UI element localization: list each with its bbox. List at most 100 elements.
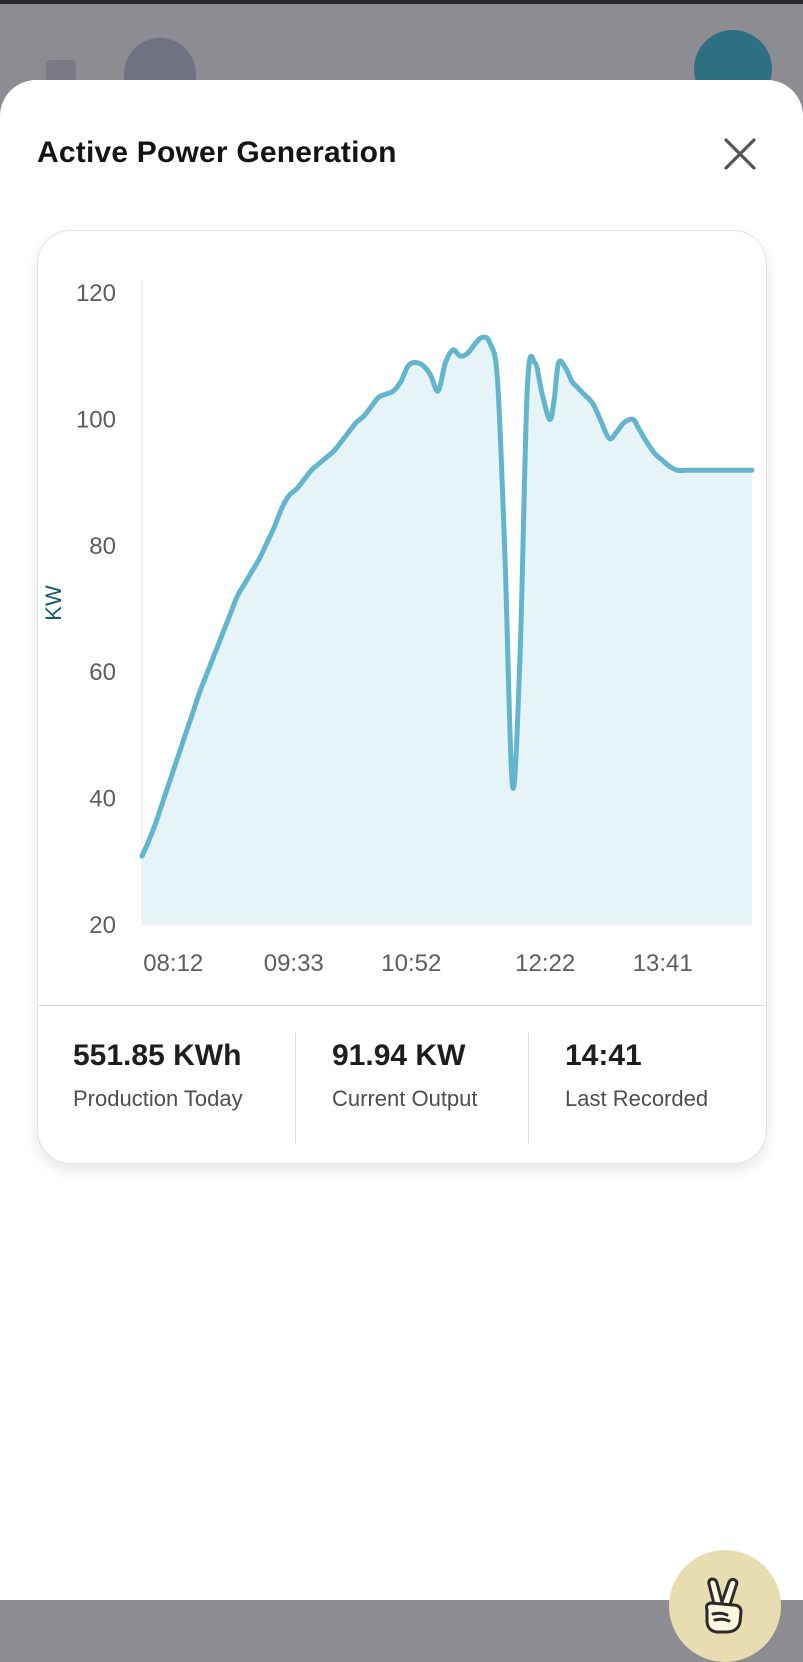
- data-point: [653, 452, 658, 457]
- data-point: [570, 379, 575, 384]
- data-point: [575, 385, 580, 390]
- stat-last-recorded: 14:41 Last Recorded: [565, 1039, 755, 1114]
- data-point: [242, 581, 247, 586]
- data-point: [556, 360, 561, 365]
- data-point: [339, 439, 344, 444]
- x-tick-label: 09:33: [264, 950, 324, 977]
- data-point: [331, 449, 336, 454]
- data-point: [183, 733, 188, 738]
- data-point: [668, 464, 673, 469]
- data-point: [346, 430, 351, 435]
- y-tick-label: 20: [89, 912, 116, 939]
- series-line: [139, 334, 755, 859]
- x-tick-label: 12:22: [515, 950, 575, 977]
- data-point: [622, 420, 627, 425]
- power-chart-card: 120 100 80 60 40 20 08:12 09:33 10:52 12:22 13:41…: [37, 230, 767, 1164]
- peace-hand-button[interactable]: [669, 1550, 781, 1662]
- data-point: [384, 392, 389, 397]
- y-tick-label: 120: [76, 280, 116, 307]
- data-point: [205, 670, 210, 675]
- stat-label: Current Output: [332, 1086, 478, 1111]
- close-button[interactable]: [718, 132, 762, 176]
- data-point: [675, 468, 680, 473]
- data-point: [473, 341, 478, 346]
- data-point: [480, 335, 485, 340]
- data-point: [317, 461, 322, 466]
- data-point: [436, 389, 441, 394]
- data-point: [696, 468, 701, 473]
- data-point: [458, 354, 463, 359]
- data-point: [324, 455, 329, 460]
- data-point: [413, 360, 418, 365]
- background-menu-icon: [46, 60, 76, 82]
- data-point: [361, 414, 366, 419]
- stats-divider: [38, 1005, 766, 1006]
- stat-value: 551.85 KWh: [73, 1039, 242, 1072]
- data-point: [540, 392, 545, 397]
- data-point: [488, 341, 493, 346]
- sheet-title: Active Power Generation: [37, 136, 397, 169]
- x-tick-label: 10:52: [381, 950, 441, 977]
- data-point: [153, 821, 158, 826]
- data-point: [146, 840, 151, 845]
- stat-separator: [528, 1033, 529, 1143]
- data-point: [532, 360, 537, 365]
- data-point: [684, 468, 689, 473]
- data-point: [175, 755, 180, 760]
- data-point: [354, 420, 359, 425]
- data-point: [421, 363, 426, 368]
- data-point: [220, 632, 225, 637]
- y-tick-label: 60: [89, 659, 116, 686]
- data-point: [369, 404, 374, 409]
- data-point: [590, 401, 595, 406]
- data-point: [272, 524, 277, 529]
- data-point: [750, 468, 755, 473]
- x-tick-label: 13:41: [633, 950, 693, 977]
- stat-value: 91.94 KW: [332, 1039, 466, 1072]
- y-axis-label: KW: [41, 585, 66, 621]
- data-point: [428, 373, 433, 378]
- data-point: [227, 613, 232, 618]
- data-point: [607, 436, 612, 441]
- data-point: [564, 366, 569, 371]
- data-point: [709, 468, 714, 473]
- data-point: [510, 784, 515, 789]
- data-point: [660, 458, 665, 463]
- stat-value: 14:41: [565, 1039, 642, 1072]
- data-point: [391, 389, 396, 394]
- data-point: [465, 351, 470, 356]
- power-chart[interactable]: 120 100 80 60 40 20 08:12 09:33 10:52 12:22 13:41…: [38, 231, 766, 1005]
- data-point: [257, 556, 262, 561]
- data-point: [398, 379, 403, 384]
- data-point: [503, 556, 508, 561]
- data-point: [614, 430, 619, 435]
- data-point: [198, 689, 203, 694]
- data-point: [552, 398, 557, 403]
- data-point: [309, 468, 314, 473]
- data-point: [636, 426, 641, 431]
- data-point: [250, 569, 255, 574]
- data-point: [451, 347, 456, 352]
- data-point: [741, 468, 746, 473]
- data-point: [302, 477, 307, 482]
- data-point: [726, 468, 731, 473]
- data-point: [644, 439, 649, 444]
- stat-label: Production Today: [73, 1086, 243, 1111]
- data-point: [265, 540, 270, 545]
- stat-production-today: 551.85 KWh Production Today: [73, 1039, 263, 1114]
- data-point: [160, 799, 165, 804]
- peace-hand-icon: [705, 1577, 743, 1634]
- data-point: [294, 486, 299, 491]
- data-point: [287, 493, 292, 498]
- data-point: [495, 379, 500, 384]
- data-point: [235, 594, 240, 599]
- data-point: [190, 711, 195, 716]
- data-point: [376, 395, 381, 400]
- data-point: [733, 468, 738, 473]
- data-point: [168, 777, 173, 782]
- y-tick-label: 40: [89, 786, 116, 813]
- data-point: [517, 657, 522, 662]
- data-point: [598, 417, 603, 422]
- stat-current-output: 91.94 KW Current Output: [332, 1039, 522, 1114]
- data-point: [279, 505, 284, 510]
